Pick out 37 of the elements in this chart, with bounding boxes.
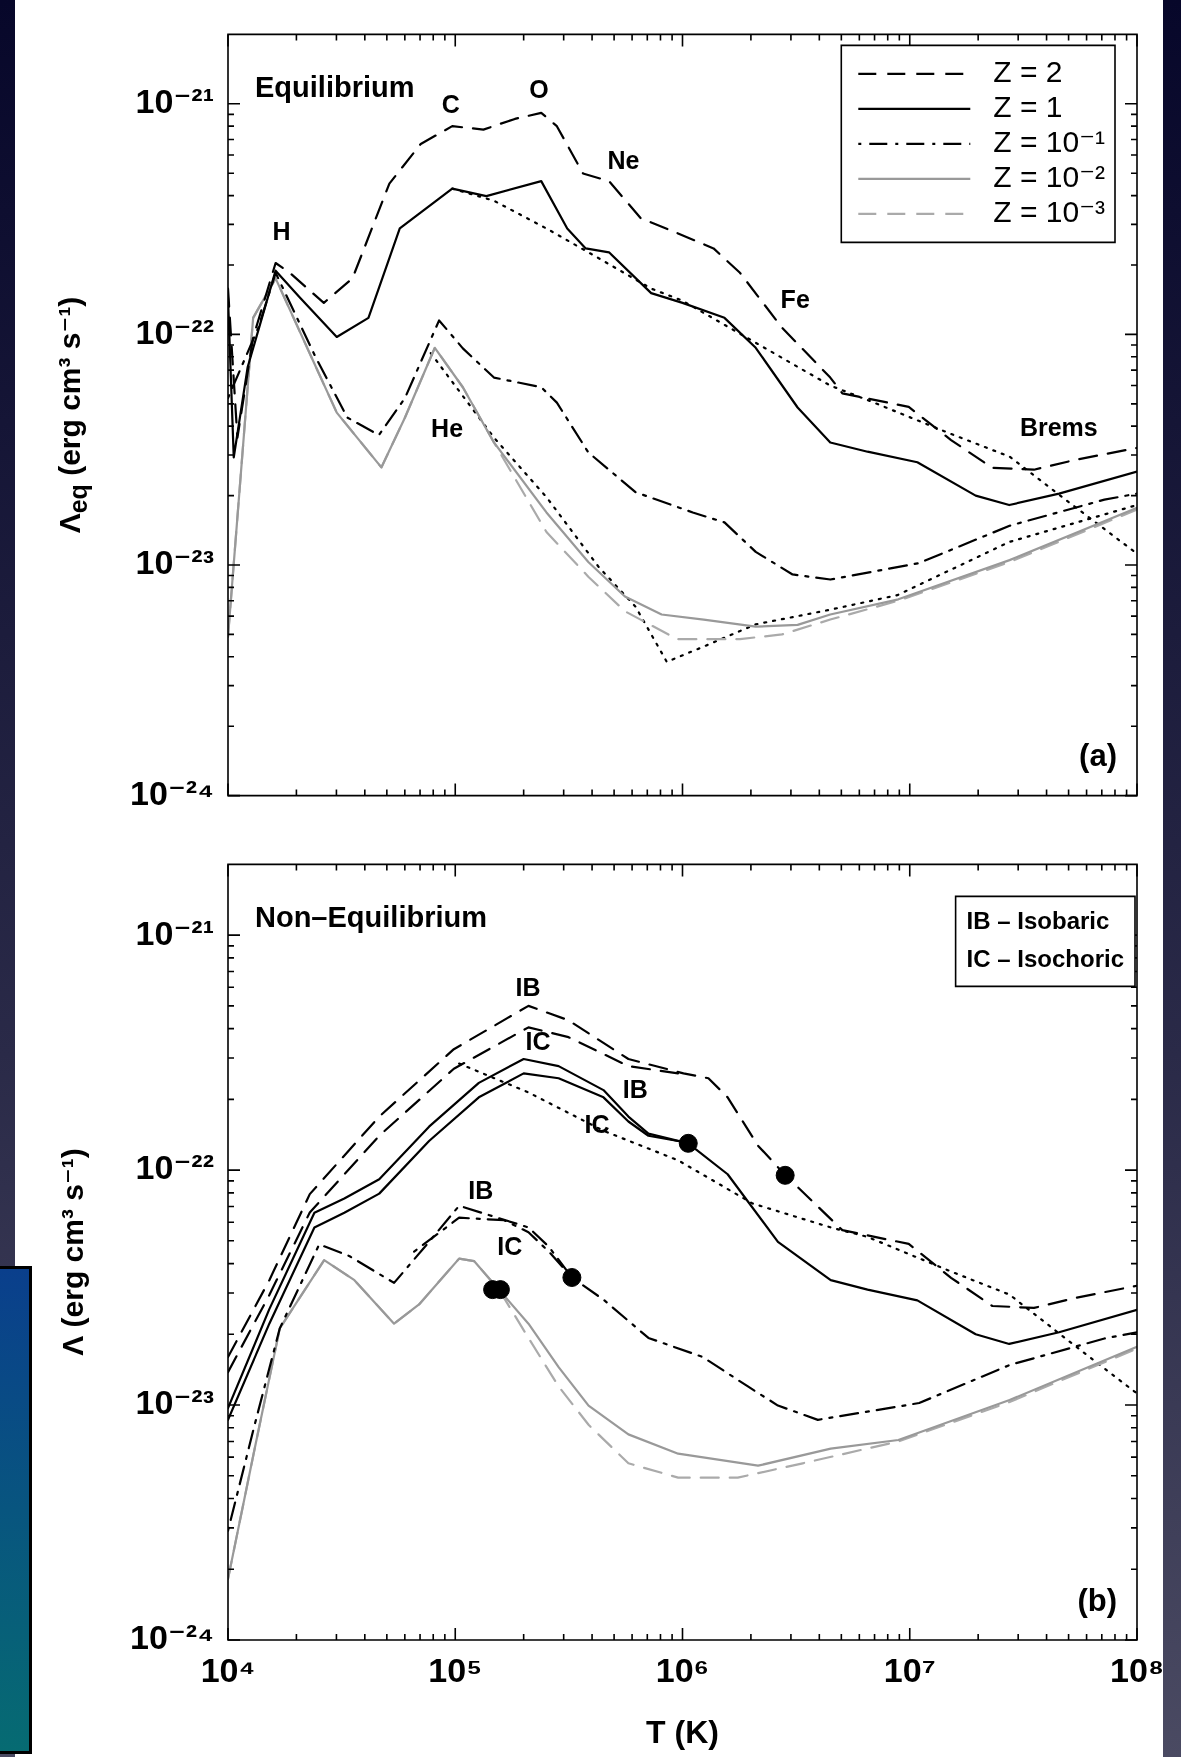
annotation: H bbox=[272, 216, 291, 245]
annotation: IC – Isochoric bbox=[966, 945, 1125, 973]
text: Equilibrium bbox=[255, 71, 415, 104]
annotation: IB bbox=[622, 1074, 648, 1103]
annotation: O bbox=[529, 75, 549, 104]
y-axis-title: Λ (erg cm³ s⁻¹) bbox=[54, 1148, 90, 1356]
annotation: Fe bbox=[780, 284, 810, 313]
annotation: Brems bbox=[1019, 413, 1098, 442]
annotation: He bbox=[431, 414, 464, 443]
annotation: IB – Isobaric bbox=[966, 907, 1110, 935]
text: Non–Equilibrium bbox=[255, 901, 487, 934]
y-tick-label: 10⁻²¹ bbox=[135, 913, 214, 952]
annotation: IC bbox=[584, 1110, 610, 1139]
legend-label: Z = 10⁻³ bbox=[993, 195, 1106, 229]
annotation: (b) bbox=[1077, 1582, 1117, 1618]
legend-label: Z = 1 bbox=[993, 90, 1063, 124]
y-tick-label: 10⁻²¹ bbox=[135, 82, 214, 121]
y-tick-label: 10⁻²² bbox=[135, 312, 214, 351]
annotation: IC bbox=[525, 1027, 551, 1056]
x-axis-title: T (K) bbox=[646, 1713, 719, 1750]
annotation: IB bbox=[468, 1175, 494, 1204]
annotation: IB bbox=[515, 973, 541, 1002]
legend-label: Z = 10⁻¹ bbox=[993, 125, 1106, 159]
legend-label: Z = 2 bbox=[993, 55, 1063, 89]
y-tick-label: 10⁻²³ bbox=[135, 543, 214, 582]
y-tick-label: 10⁻²² bbox=[135, 1148, 214, 1187]
annotation: Ne bbox=[607, 146, 640, 175]
x-tick-label: 10⁸ bbox=[1110, 1650, 1164, 1689]
annotation: C bbox=[441, 90, 460, 119]
annotation: (a) bbox=[1079, 738, 1117, 774]
x-tick-label: 10⁷ bbox=[883, 1650, 936, 1689]
y-tick-label: 10⁻²⁴ bbox=[130, 773, 214, 812]
x-tick-label: 10⁵ bbox=[428, 1650, 483, 1689]
y-tick-label: 10⁻²³ bbox=[135, 1383, 214, 1422]
x-tick-label: 10⁶ bbox=[655, 1650, 710, 1689]
legend-label: Z = 10⁻² bbox=[993, 160, 1106, 194]
annotation: IC bbox=[497, 1232, 523, 1261]
